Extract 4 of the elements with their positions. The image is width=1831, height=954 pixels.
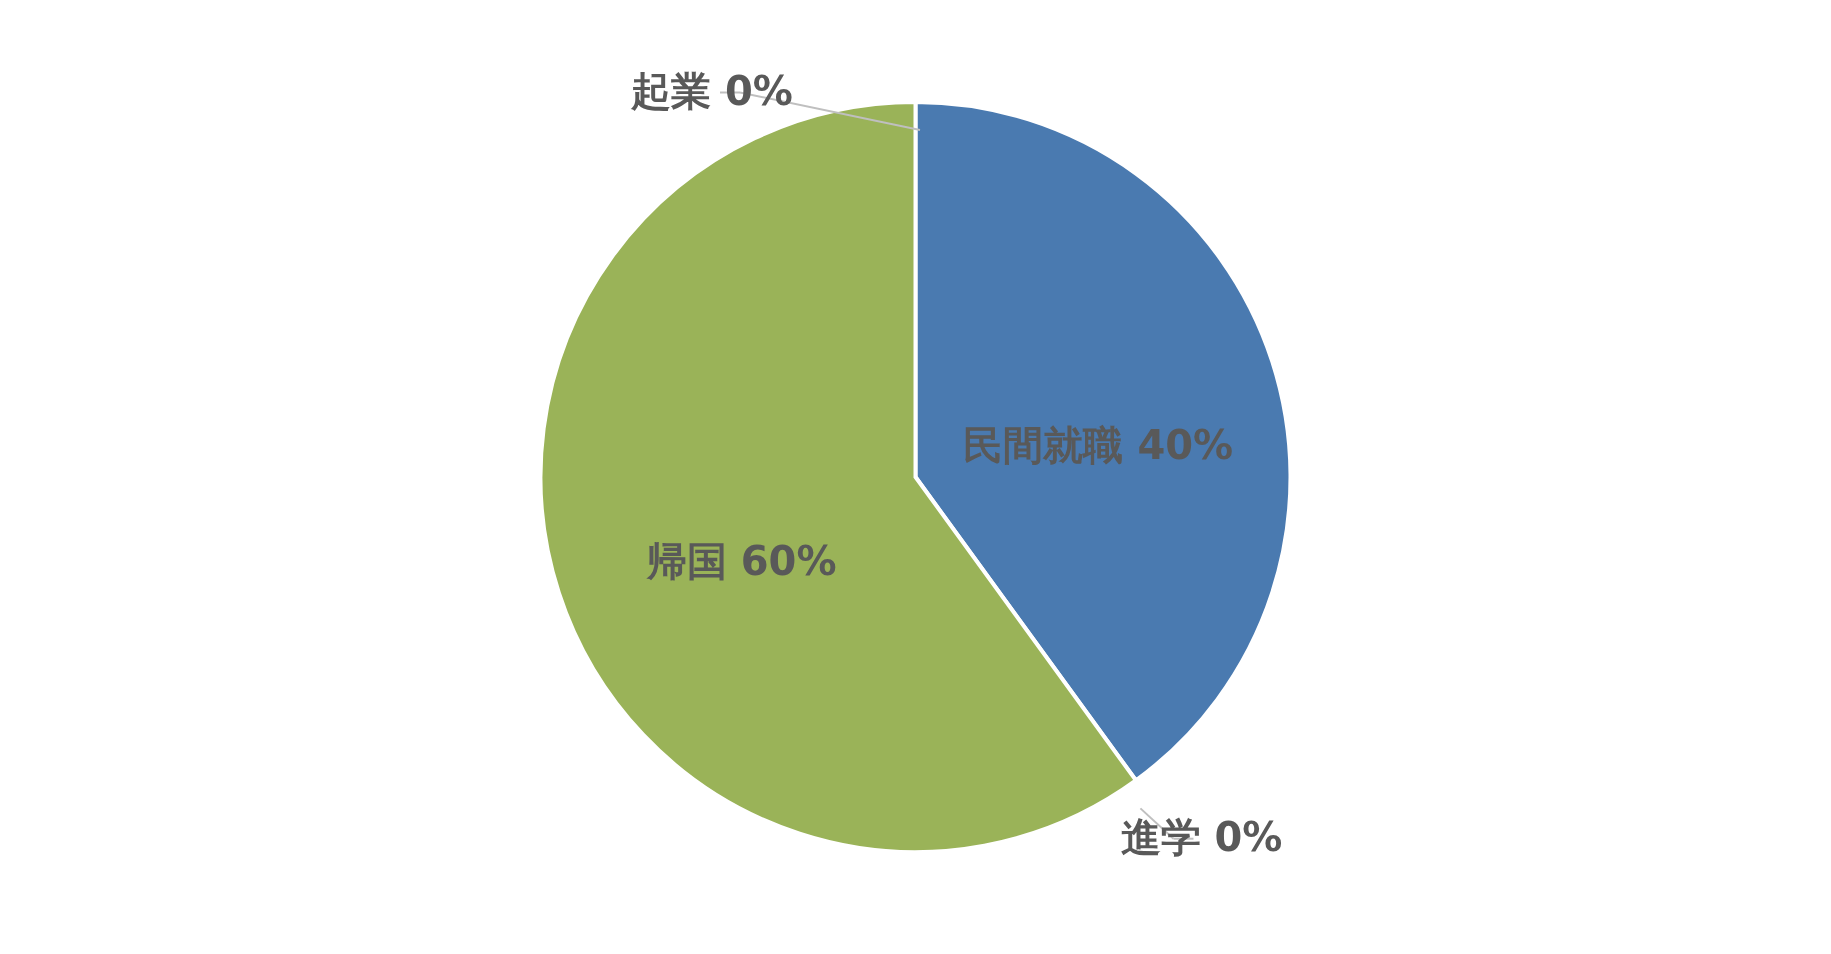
category-label: 起業 0% <box>631 67 793 114</box>
category-label: 進学 0% <box>1120 813 1283 860</box>
slice-label: 帰国 60% <box>645 537 837 584</box>
slice-label: 民間就職 40% <box>963 422 1234 469</box>
